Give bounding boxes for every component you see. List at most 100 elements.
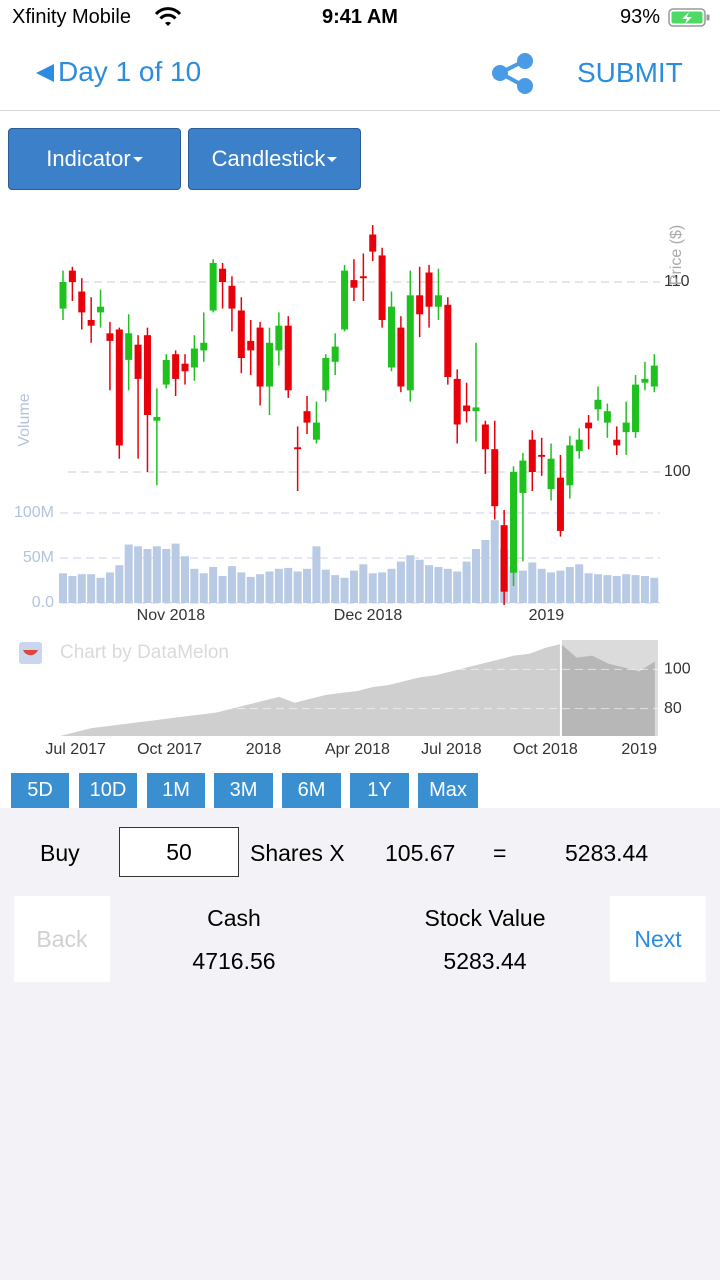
x-tick-label: Apr 2018 (325, 741, 390, 758)
candle-body (59, 282, 67, 309)
volume-bar (124, 544, 133, 603)
volume-bar (565, 567, 574, 603)
volume-axis-title: Volume (16, 393, 33, 446)
candle-body (359, 276, 367, 279)
volume-bar (303, 568, 312, 603)
volume-bar (471, 549, 480, 603)
x-tick-label: 2018 (246, 741, 282, 758)
volume-bar (340, 577, 349, 603)
candle-body (603, 411, 611, 423)
candle-body (519, 460, 527, 493)
back-arrow[interactable] (36, 63, 56, 83)
candle-body (275, 325, 283, 351)
volume-bar (256, 574, 265, 603)
candle-body (453, 378, 461, 425)
candle-body (500, 525, 508, 592)
candle-body (87, 320, 95, 326)
range-button[interactable]: 5D (11, 773, 69, 808)
candle-body (181, 363, 189, 372)
indicator-dropdown[interactable]: Indicator (8, 128, 181, 190)
total: 5283.44 (565, 840, 649, 866)
candle-body (247, 340, 255, 351)
volume-bar (349, 570, 358, 603)
candle-body (172, 354, 180, 379)
candle-body (472, 407, 480, 412)
volume-bar (265, 571, 274, 603)
volume-bar (209, 567, 218, 603)
range-button[interactable]: 1M (147, 773, 205, 808)
volume-bar (537, 568, 546, 603)
stock-value: 5283.44 (443, 948, 527, 974)
share-icon[interactable] (490, 52, 536, 96)
day-title[interactable]: Day 1 of 10 (58, 56, 202, 87)
candle-body (97, 306, 105, 313)
volume-bar (87, 574, 96, 603)
candle-body (585, 422, 593, 429)
volume-bar (443, 568, 452, 603)
range-button[interactable]: 3M (214, 773, 273, 808)
candle-body (125, 333, 133, 360)
stock-label: Stock Value (424, 905, 546, 931)
navigator-area (60, 643, 655, 736)
candle-body (312, 422, 320, 440)
candle-body (190, 348, 198, 368)
volume-bar (181, 556, 190, 603)
range-button[interactable]: Max (418, 773, 478, 808)
volume-bar (162, 549, 171, 603)
price: 105.67 (385, 840, 456, 866)
candle-body (115, 329, 123, 446)
volume-bar (105, 572, 114, 603)
volume-bar (368, 573, 377, 603)
submit-button[interactable]: SUBMIT (577, 57, 683, 88)
candle-body (322, 358, 330, 391)
candle-body (594, 399, 602, 410)
candle-body (622, 422, 630, 433)
candle-body (256, 327, 264, 387)
logo-melon (23, 650, 38, 656)
volume-bar (378, 572, 387, 603)
volume-bar (593, 574, 602, 603)
range-button[interactable]: 10D (79, 773, 137, 808)
carrier: Xfinity Mobile (12, 6, 131, 28)
range-button[interactable]: 6M (282, 773, 341, 808)
shares-input[interactable]: 50 (119, 827, 239, 877)
back-button[interactable]: Back (14, 896, 110, 982)
candle-body (68, 270, 76, 282)
x-tick-label: Oct 2017 (137, 741, 202, 758)
volume-bar (218, 576, 227, 603)
volume-bar (640, 576, 649, 603)
volume-bar (293, 571, 302, 603)
volume-bar (518, 570, 527, 603)
y-tick-label: 80 (664, 700, 682, 717)
cash-value: 4716.56 (192, 948, 276, 974)
candle-body (200, 342, 208, 351)
range-button[interactable]: 1Y (350, 773, 409, 808)
candle-body (228, 285, 236, 309)
candle-body (219, 268, 227, 282)
candle-body (528, 439, 536, 472)
volume-bar (312, 546, 321, 603)
candle-body (491, 449, 499, 507)
stock-chart: Chart by DataMelon 100 110 0.0 50M 100M Nov 2… (14, 225, 691, 758)
volume-bar (650, 577, 659, 603)
y-axis-title: Price ($) (668, 225, 685, 285)
volume-bar (387, 568, 396, 603)
navigator-selection (560, 640, 658, 736)
candle-body (294, 447, 302, 450)
candle-body (632, 384, 640, 433)
volume-bar (284, 567, 293, 603)
y-tick-label: 110 (664, 273, 690, 290)
next-button[interactable]: Next (610, 896, 706, 982)
candle-body (416, 295, 424, 315)
candle-body (162, 359, 170, 385)
shares-label: Shares X (250, 840, 345, 866)
volume-bar (556, 570, 565, 603)
volume-bar (171, 543, 180, 603)
chart-type-dropdown[interactable]: Candlestick (188, 128, 361, 190)
candle-body (444, 304, 452, 377)
candle-body (331, 346, 339, 362)
x-tick-label: Oct 2018 (513, 741, 578, 758)
y-tick-label: 100 (664, 463, 691, 480)
candle-body (481, 424, 489, 450)
